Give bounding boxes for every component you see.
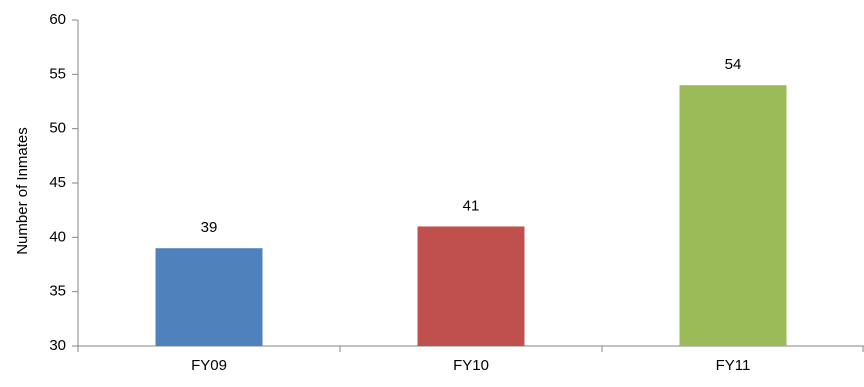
data-label-fy11: 54 bbox=[725, 56, 742, 73]
x-tick-label: FY11 bbox=[716, 357, 751, 374]
data-label-fy10: 41 bbox=[463, 197, 480, 214]
data-label-fy09: 39 bbox=[201, 219, 218, 236]
y-axis-title: Number of Inmates bbox=[14, 127, 31, 255]
y-tick-label: 40 bbox=[49, 228, 66, 245]
bar-fy11 bbox=[679, 85, 787, 346]
y-tick-label: 55 bbox=[49, 65, 66, 82]
y-tick-label: 30 bbox=[49, 337, 66, 354]
x-axis: FY09 FY10 FY11 bbox=[77, 345, 864, 374]
y-tick-label: 50 bbox=[49, 120, 66, 137]
y-tick-label: 35 bbox=[49, 283, 66, 300]
data-labels: 39 41 54 bbox=[201, 56, 742, 236]
bar-fy10 bbox=[417, 226, 525, 346]
bar-fy09 bbox=[155, 248, 263, 346]
y-tick-label: 60 bbox=[49, 11, 66, 28]
bars bbox=[155, 85, 787, 346]
x-tick-label: FY10 bbox=[453, 357, 489, 374]
y-tick-label: 45 bbox=[49, 174, 66, 191]
y-axis: 30 35 40 45 50 55 60 bbox=[49, 11, 79, 354]
x-tick-label: FY09 bbox=[191, 357, 227, 374]
